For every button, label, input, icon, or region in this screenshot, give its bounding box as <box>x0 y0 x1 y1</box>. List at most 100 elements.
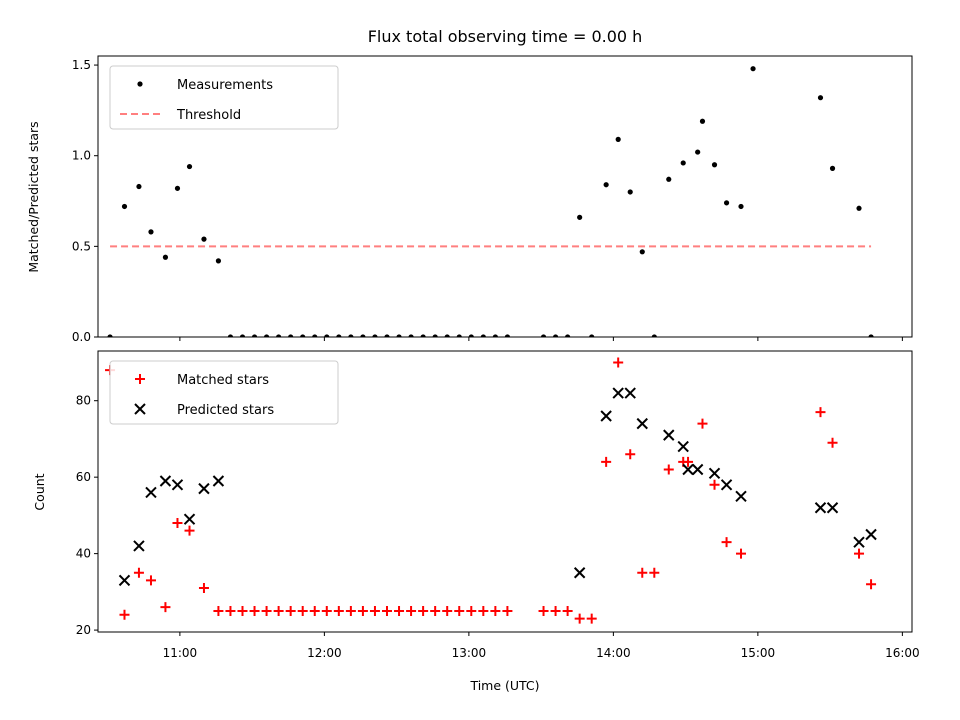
matched-stars-point <box>119 609 130 620</box>
chart-title: Flux total observing time = 0.00 h <box>368 27 643 46</box>
matched-stars-point <box>249 605 260 616</box>
bottom-y-tick-label: 60 <box>76 470 91 484</box>
bottom-y-tick-label: 20 <box>76 623 91 637</box>
matched-stars-point <box>550 605 561 616</box>
measurements-point <box>251 334 258 337</box>
matched-stars-point <box>466 605 477 616</box>
measurements-point <box>227 334 234 337</box>
measurements-point <box>444 334 450 337</box>
measurements-point <box>420 334 426 337</box>
matched-stars-point <box>213 605 224 616</box>
bottom-axes-frame <box>97 350 913 633</box>
x-tick-label: 12:00 <box>307 646 342 660</box>
matched-stars-point <box>683 456 694 467</box>
measurements-point <box>651 334 657 337</box>
measurements-point <box>504 334 511 337</box>
x-tick-label: 14:00 <box>596 646 631 660</box>
predicted-stars-point <box>636 417 648 430</box>
matched-stars-point <box>418 605 429 616</box>
matched-stars-point <box>721 537 732 548</box>
measurements-point <box>324 334 330 337</box>
matched-stars-point <box>649 567 660 578</box>
predicted-stars-point <box>708 467 721 480</box>
bottom-y-axis-label: Count <box>32 473 47 510</box>
matched-stars-point <box>381 605 392 616</box>
measurements-point <box>480 334 486 337</box>
matched-stars-point <box>357 605 368 616</box>
measurements-legend-handle <box>137 81 143 87</box>
measurements-point <box>552 334 559 337</box>
matched-stars-point <box>297 605 308 616</box>
bottom-legend: Matched stars Predicted stars <box>109 360 339 425</box>
matched-stars-point <box>273 605 284 616</box>
measurements-point <box>492 334 498 337</box>
matched-stars-point <box>369 605 380 616</box>
predicted-stars-point <box>682 463 694 476</box>
measurements-point <box>372 334 378 337</box>
matched-stars-point <box>601 456 612 467</box>
matched-stars-point <box>637 567 648 578</box>
measurements-point <box>829 165 836 171</box>
measurements-point <box>348 334 354 337</box>
matched-stars-point <box>309 605 320 616</box>
measurements-point <box>868 334 874 337</box>
matched-stars-point <box>442 605 453 616</box>
predicted-stars-point <box>853 536 865 548</box>
predicted-stars-point <box>198 482 210 495</box>
measurements-point <box>148 229 154 235</box>
top-legend: Measurements Threshold <box>109 65 339 130</box>
measurements-point <box>336 334 342 337</box>
threshold-legend-label: Threshold <box>176 108 241 123</box>
measurements-point <box>107 334 113 337</box>
bottom-y-tick-label: 80 <box>76 394 91 408</box>
top-y-tick-label: 1.5 <box>72 58 91 72</box>
measurements-point <box>603 182 609 188</box>
predicted-stars-point <box>663 429 675 441</box>
predicted-stars-point <box>677 440 689 453</box>
measurements-point <box>750 66 756 72</box>
matched-stars-point <box>586 613 597 624</box>
predicted-stars-point <box>183 513 196 525</box>
predicted-stars-point <box>600 410 612 422</box>
matched-stars-point <box>394 605 405 616</box>
measurements-point <box>856 205 862 211</box>
bottom-panel: 20 40 60 80 11:00 12:00 13:00 14:00 15:00 16:00 Ma… <box>76 350 920 660</box>
x-tick-label: 11:00 <box>163 646 198 660</box>
measurements-point <box>384 334 390 337</box>
predicted-stars-point <box>159 475 172 487</box>
measurements-point <box>162 254 169 260</box>
matched-stars-legend-label: Matched stars <box>177 373 269 388</box>
predicted-stars-point <box>865 528 877 541</box>
measurements-point <box>738 203 744 210</box>
measurements-point <box>276 334 282 337</box>
matched-stars-point <box>613 357 624 368</box>
predicted-stars-point <box>573 567 586 579</box>
measurements-point <box>639 249 645 255</box>
matched-stars-point <box>333 605 344 616</box>
measurements-point <box>699 118 706 124</box>
matched-stars-point <box>285 605 296 616</box>
matched-stars-point <box>502 605 513 616</box>
matched-stars-point <box>172 518 183 529</box>
predicted-stars-point <box>145 486 157 499</box>
top-y-tick-label: 0.0 <box>72 330 91 344</box>
top-plot-area <box>107 66 874 337</box>
matched-stars-point <box>145 575 156 586</box>
measurements-point <box>263 334 270 337</box>
predicted-stars-point <box>814 502 827 514</box>
matched-stars-legend-handle <box>135 374 145 384</box>
matched-stars-point <box>490 605 501 616</box>
top-legend-box <box>109 65 339 130</box>
matched-stars-point <box>184 525 195 536</box>
x-tick-label: 13:00 <box>452 646 487 660</box>
predicted-stars-point <box>735 490 747 502</box>
bottom-legend-box <box>109 360 339 425</box>
measurements-point <box>239 334 246 337</box>
matched-stars-point <box>562 605 573 616</box>
matched-stars-point <box>160 602 171 613</box>
matched-stars-point <box>225 605 236 616</box>
matched-stars-point <box>538 605 549 616</box>
measurements-point <box>201 236 207 242</box>
matched-stars-point <box>345 605 356 616</box>
